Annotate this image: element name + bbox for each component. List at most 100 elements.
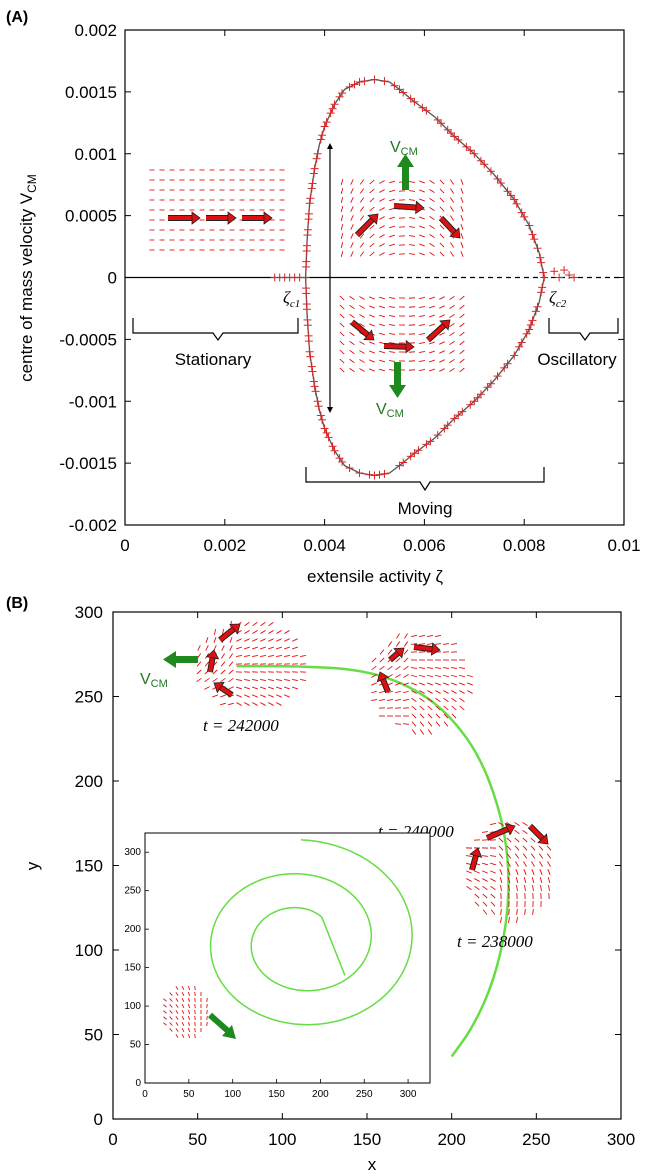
flow-vector [482,885,488,891]
panel-a-ticks: 0 0.002 0.004 0.006 0.008 0.01 -0.002 -0.0015 -0… [59,21,640,555]
y-tick-label: 50 [84,1026,103,1045]
flow-vector [408,217,416,219]
data-point [370,471,379,480]
flow-vector [339,340,345,346]
data-point [517,338,526,347]
flow-vector [443,721,449,727]
flow-vector [284,630,290,634]
flow-vector [429,188,435,194]
flow-vector [508,908,510,916]
flow-vector [292,686,298,690]
flow-vector [349,313,355,319]
flow-vector [418,350,426,354]
y-tick-label: 0 [94,1110,103,1129]
flow-vector [532,884,534,892]
flow-vector [350,215,354,221]
flow-vector [284,638,290,642]
data-point [309,169,318,178]
flow-vector [359,188,365,194]
flow-vector [429,350,435,354]
flow-vector [267,654,275,658]
flow-vector [244,621,250,627]
flow-vector [260,702,266,706]
flow-vector [228,661,234,667]
flow-vector [474,878,480,882]
data-point [533,244,542,253]
flow-vector [350,197,354,203]
data-point [307,184,316,193]
flow-vector [490,893,496,899]
flow-vector [340,232,344,240]
flow-vector [402,723,410,725]
flow-vector [369,197,375,203]
flow-vector [369,350,375,354]
flow-vector [466,674,474,678]
flow-vector [194,1003,196,1009]
flow-vector [490,901,496,907]
flow-vector [340,223,344,231]
inset-y-tick-label: 0 [135,1078,141,1089]
flow-vector [187,1003,191,1009]
flow-vector [388,252,396,256]
flow-vector [235,679,243,681]
inset-x-tick-label: 250 [356,1089,373,1100]
flow-vector [429,224,435,230]
flow-vector [546,845,552,851]
data-point [565,271,574,280]
data-point [355,77,364,86]
flow-vector [482,870,488,874]
flow-vector [194,991,196,997]
data-point [528,316,537,325]
flow-vector [427,690,433,694]
flow-vector [194,997,196,1003]
flow-vector [243,654,251,658]
data-point [365,470,374,479]
flow-vector [418,341,426,345]
x-tick-label: 0 [120,536,129,555]
flow-vector [419,180,425,184]
flow-vector [411,713,417,719]
flow-vector [408,253,416,255]
flow-vector [359,305,365,309]
data-point [324,433,333,442]
data-point [309,377,318,386]
flow-vector [499,876,503,884]
flow-vector [175,1004,179,1008]
flow-vector [213,637,217,643]
time-label-242000: t = 242000 [203,716,279,735]
flow-vector [276,630,282,634]
flow-vector [419,198,425,202]
flow-vector [443,690,449,694]
flow-vector [489,862,497,866]
flow-vector [378,314,386,318]
flow-vector [507,869,511,875]
flow-vector [450,215,454,221]
flow-vector [498,822,504,826]
flow-vector [339,295,345,301]
flow-vector [465,855,473,857]
data-point [370,75,379,84]
data-point [560,266,569,275]
flow-vector [395,674,401,678]
moving-label: Moving [398,499,453,518]
flow-vector [236,702,242,706]
flow-vector [292,646,298,650]
flow-vector [467,682,473,686]
data-point [503,187,512,196]
y-tick-label: 200 [75,772,103,791]
flow-vector [169,1010,173,1014]
flow-vector [350,206,354,212]
flow-vector [481,855,489,857]
flow-vector [259,654,267,658]
flow-vector [369,242,375,248]
inset-spiral [209,839,413,1026]
direction-arrow [213,682,234,698]
flow-vector [359,323,365,327]
flow-vector [369,224,375,230]
data-point [305,199,314,208]
flow-vector [251,654,259,658]
flow-vector [458,674,466,678]
flow-vector [378,305,386,309]
flow-vector [459,690,465,694]
oscillatory-brace [548,318,619,342]
